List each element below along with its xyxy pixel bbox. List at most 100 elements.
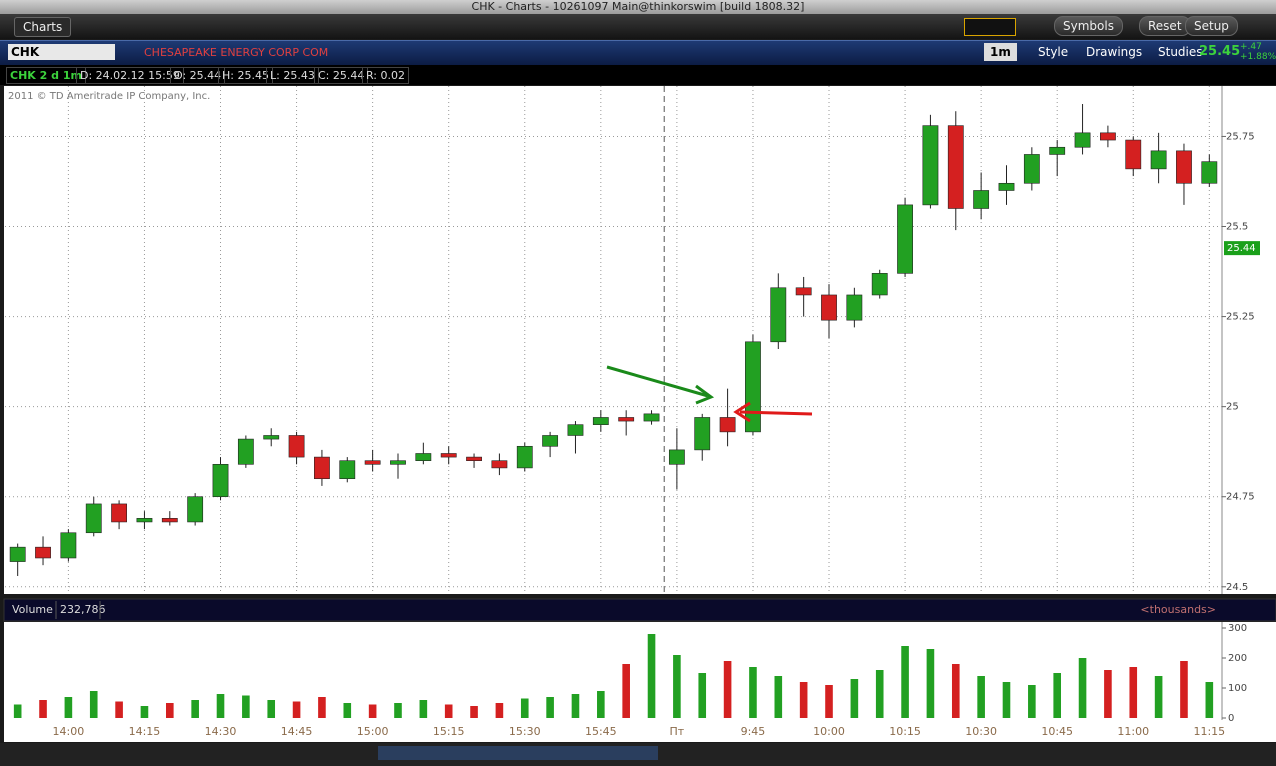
price-panel (4, 86, 1276, 594)
aggregation-button[interactable]: 1m (984, 43, 1017, 61)
chart: 2011 © TD Ameritrade IP Company, Inc. Vo… (0, 85, 1276, 766)
candle-body (973, 190, 990, 209)
x-tick-label: 14:00 (53, 725, 85, 738)
volume-bar (140, 706, 149, 718)
charts-tab[interactable]: Charts (14, 17, 72, 37)
studies-button[interactable]: Studies (1158, 45, 1203, 59)
y-tick-label: 100 (1228, 683, 1247, 694)
symbol-bar: CHK CHESAPEAKE ENERGY CORP COM 1m Style … (0, 40, 1276, 65)
volume-bar (394, 703, 402, 718)
candle-body (1023, 154, 1040, 184)
symbols-button[interactable]: Symbols (1054, 16, 1123, 36)
candle-body (491, 460, 508, 469)
volume-bar (242, 695, 250, 718)
candle-body (1074, 132, 1091, 148)
volume-bar (267, 700, 276, 718)
volume-bar (292, 701, 301, 718)
red-arrow (739, 410, 813, 416)
candle-body (415, 453, 432, 461)
volume-bar (825, 685, 833, 718)
info-symbol: CHK 2 d 1m (6, 67, 86, 84)
info-open: O: 25.44 (170, 67, 226, 84)
x-tick-label: 15:15 (433, 725, 465, 738)
volume-bar (875, 670, 884, 718)
volume-bar (1129, 667, 1138, 718)
y-tick-label: 25 (1226, 402, 1239, 413)
candle-body (1049, 146, 1066, 155)
y-tick-label: 24.5 (1226, 582, 1248, 593)
volume-bar (977, 676, 985, 718)
x-tick-label: 14:30 (205, 725, 237, 738)
candle-body (35, 546, 51, 559)
net-change: +.47 (1240, 42, 1262, 52)
style-button[interactable]: Style (1038, 45, 1069, 59)
last-price-label: 25.44 (1227, 243, 1256, 254)
candle-body (466, 456, 482, 461)
volume-bar (470, 706, 478, 718)
volume-bar (444, 704, 453, 718)
x-tick-label: 14:45 (281, 725, 313, 738)
scroll-thumb[interactable] (378, 746, 658, 760)
candle-body (111, 503, 128, 523)
candle-body (846, 294, 863, 321)
last-price: 25.45 (1199, 44, 1241, 59)
green-arrow (606, 365, 709, 398)
volume-bar (926, 649, 935, 718)
y-tick-label: 0 (1228, 713, 1234, 724)
volume-bar (115, 701, 123, 718)
volume-bar (622, 664, 630, 718)
green-arrow-head (695, 384, 715, 405)
candle-body (314, 456, 330, 480)
volume-bar (191, 700, 199, 718)
setup-button[interactable]: Setup (1185, 16, 1238, 36)
volume-total: 232,786 (60, 603, 106, 616)
volume-bar (799, 682, 808, 718)
candle-body (212, 463, 229, 498)
candle-body (1125, 139, 1142, 170)
candle-body (745, 341, 761, 433)
x-tick-label: 10:45 (1041, 725, 1073, 738)
candle-body (922, 125, 939, 206)
y-tick-label: 300 (1228, 623, 1247, 634)
color-box[interactable] (964, 18, 1016, 36)
last-price-box (1224, 241, 1260, 256)
x-tick-label: 9:45 (741, 725, 766, 738)
candle-body (567, 424, 584, 436)
candle-body (136, 518, 153, 523)
copyright: 2011 © TD Ameritrade IP Company, Inc. (8, 91, 210, 102)
candle-body (161, 518, 178, 523)
x-tick-label: 15:00 (357, 725, 389, 738)
x-tick-label: 14:15 (129, 725, 161, 738)
info-high: H: 25.45 (218, 67, 273, 84)
candle-body (1150, 150, 1167, 170)
candle-body (85, 503, 102, 534)
candle-body (1201, 161, 1218, 184)
candle-body (618, 417, 635, 422)
candle-body (516, 445, 533, 469)
title-bar: CHK - Charts - 10261097 Main@thinkorswim… (0, 0, 1276, 14)
volume-bar (216, 694, 225, 718)
volume-bar (419, 700, 428, 718)
drawings-button[interactable]: Drawings (1086, 45, 1143, 59)
volume-bar (1028, 685, 1036, 718)
toolbar: Charts Symbols Reset Setup (0, 14, 1276, 39)
candle-body (821, 294, 837, 321)
reset-button[interactable]: Reset (1139, 16, 1191, 36)
volume-bar (647, 634, 656, 718)
volume-bar (1180, 661, 1188, 718)
candle-body (795, 287, 812, 296)
candle-body (60, 532, 77, 559)
window-title: CHK - Charts - 10261097 Main@thinkorswim… (471, 0, 805, 13)
candle-body (237, 438, 254, 465)
info-date: D: 24.02.12 15:59 (76, 67, 184, 84)
x-tick-label: 10:00 (813, 725, 845, 738)
symbol-input[interactable]: CHK (8, 44, 115, 60)
candle-body (9, 546, 26, 562)
candle-body (390, 460, 406, 465)
y-tick-label: 24.75 (1226, 492, 1255, 503)
volume-bar (318, 697, 326, 718)
volume-bar (1078, 658, 1087, 718)
volume-bar (723, 661, 732, 718)
info-bar: CHK 2 d 1m D: 24.02.12 15:59 O: 25.44 H:… (0, 65, 1276, 85)
